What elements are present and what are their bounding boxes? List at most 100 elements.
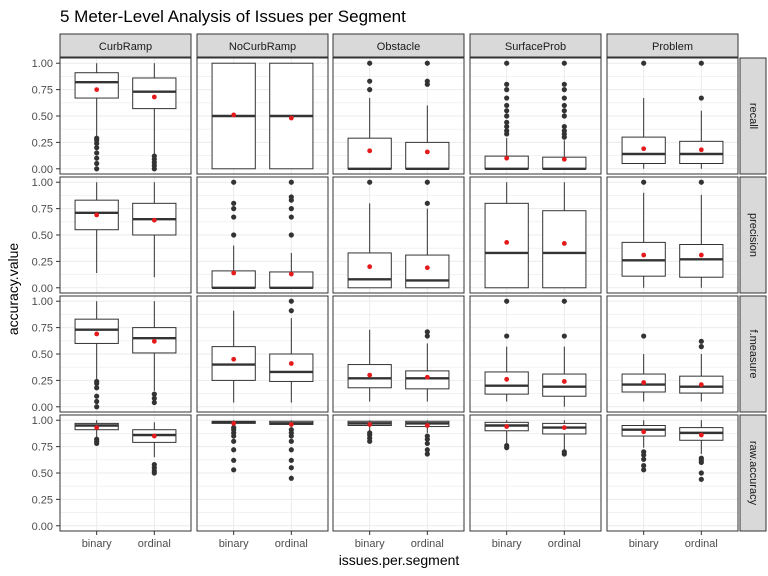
outlier-point	[288, 427, 294, 433]
facet-panel	[333, 296, 464, 412]
mean-point	[231, 356, 237, 362]
outlier-point	[231, 457, 237, 463]
mean-point	[288, 361, 294, 366]
box-problem-precision-binary	[621, 179, 666, 288]
mean-point	[94, 331, 100, 337]
panel-border	[59, 414, 192, 532]
panel-border	[469, 57, 602, 175]
chart-title: 5 Meter-Level Analysis of Issues per Seg…	[60, 7, 406, 26]
outlier-point	[151, 391, 157, 397]
mean-point	[561, 425, 567, 431]
outlier-point	[288, 447, 294, 453]
row-strip-label: raw.accuracy	[747, 441, 759, 506]
column-strip	[59, 33, 192, 58]
outlier-point	[424, 447, 430, 453]
outlier-point	[94, 378, 100, 385]
outlier-point	[94, 150, 100, 156]
x-tick-label: binary	[492, 538, 522, 550]
row-strip	[739, 176, 767, 294]
mean-point	[231, 112, 237, 118]
box-iqr	[484, 371, 529, 395]
facet-panel	[470, 58, 601, 174]
outlier-point	[94, 166, 100, 172]
outlier-point	[698, 455, 704, 461]
column-strip	[332, 33, 465, 58]
mean-point	[424, 423, 430, 428]
outlier-point	[288, 308, 294, 314]
column-strip	[606, 33, 739, 58]
outlier-point	[424, 60, 430, 66]
outlier-point	[288, 194, 294, 200]
outlier-point	[561, 298, 567, 304]
y-tick-label: 0.75	[32, 204, 53, 216]
mean-point	[231, 420, 237, 426]
box-iqr	[679, 140, 724, 165]
y-tick-label: 1.00	[32, 177, 53, 189]
outlier-point	[424, 433, 430, 439]
outlier-point	[151, 153, 157, 159]
box-problem-recall-binary	[621, 60, 666, 169]
box-surfaceprob-f-measure-binary	[484, 298, 529, 402]
mean-point	[561, 379, 567, 384]
facet-panel	[197, 415, 328, 531]
outlier-point	[504, 298, 510, 304]
y-tick-label: 0.00	[32, 164, 53, 176]
outlier-point	[367, 60, 373, 66]
outlier-point	[561, 113, 567, 119]
column-strip-label: CurbRamp	[99, 41, 152, 53]
y-tick-label: 0.50	[32, 230, 53, 242]
outlier-point	[698, 338, 704, 344]
y-tick-label: 0.75	[32, 323, 53, 335]
box-surfaceprob-recall-ordinal	[542, 60, 587, 170]
box-nocurbramp-f-measure-binary	[211, 310, 256, 403]
box-problem-f-measure-binary	[621, 333, 666, 402]
box-problem-raw-accuracy-ordinal	[679, 420, 724, 482]
y-tick-label: 1.00	[32, 415, 53, 427]
mean-point	[367, 148, 373, 154]
outlier-point	[424, 200, 430, 206]
column-strip-label: SurfaceProb	[505, 41, 566, 53]
outlier-point	[504, 333, 510, 339]
box-nocurbramp-f-measure-ordinal	[269, 298, 314, 403]
panel-border	[606, 295, 739, 413]
panel-border	[332, 295, 465, 413]
box-iqr	[405, 370, 450, 390]
box-nocurbramp-raw-accuracy-ordinal	[269, 420, 314, 481]
panel-border	[606, 57, 739, 175]
outlier-point	[504, 95, 510, 101]
panel-border	[606, 176, 739, 294]
panel-border	[332, 176, 465, 294]
outlier-point	[151, 395, 157, 401]
box-iqr	[269, 353, 314, 382]
box-iqr	[542, 373, 587, 397]
x-tick-label: ordinal	[548, 538, 581, 550]
box-iqr	[405, 254, 450, 289]
outlier-point	[504, 102, 510, 109]
facet-panel	[60, 296, 191, 412]
outlier-point	[561, 87, 567, 93]
outlier-point	[561, 81, 567, 87]
outlier-point	[641, 333, 647, 339]
outlier-point	[561, 102, 567, 109]
row-strip-label: f.measure	[747, 330, 759, 379]
x-tick-label: ordinal	[138, 538, 171, 550]
outlier-point	[504, 442, 510, 449]
panel-border	[332, 57, 465, 175]
box-iqr	[679, 244, 724, 278]
x-tick-label: binary	[629, 538, 659, 550]
outlier-point	[151, 399, 157, 406]
outlier-point	[641, 60, 647, 66]
box-nocurbramp-recall-binary	[211, 62, 256, 170]
mean-point	[504, 239, 510, 245]
box-nocurbramp-raw-accuracy-binary	[211, 420, 256, 473]
outlier-point	[231, 447, 237, 453]
box-iqr	[132, 77, 177, 110]
outlier-point	[94, 398, 100, 405]
mean-point	[151, 338, 157, 344]
y-tick-label: 0.75	[32, 85, 53, 97]
mean-point	[151, 94, 157, 100]
y-tick-label: 0.75	[32, 442, 53, 454]
y-tick-label: 1.00	[32, 58, 53, 70]
y-tick-label: 0.25	[32, 137, 53, 149]
y-tick-label: 0.25	[32, 375, 53, 387]
